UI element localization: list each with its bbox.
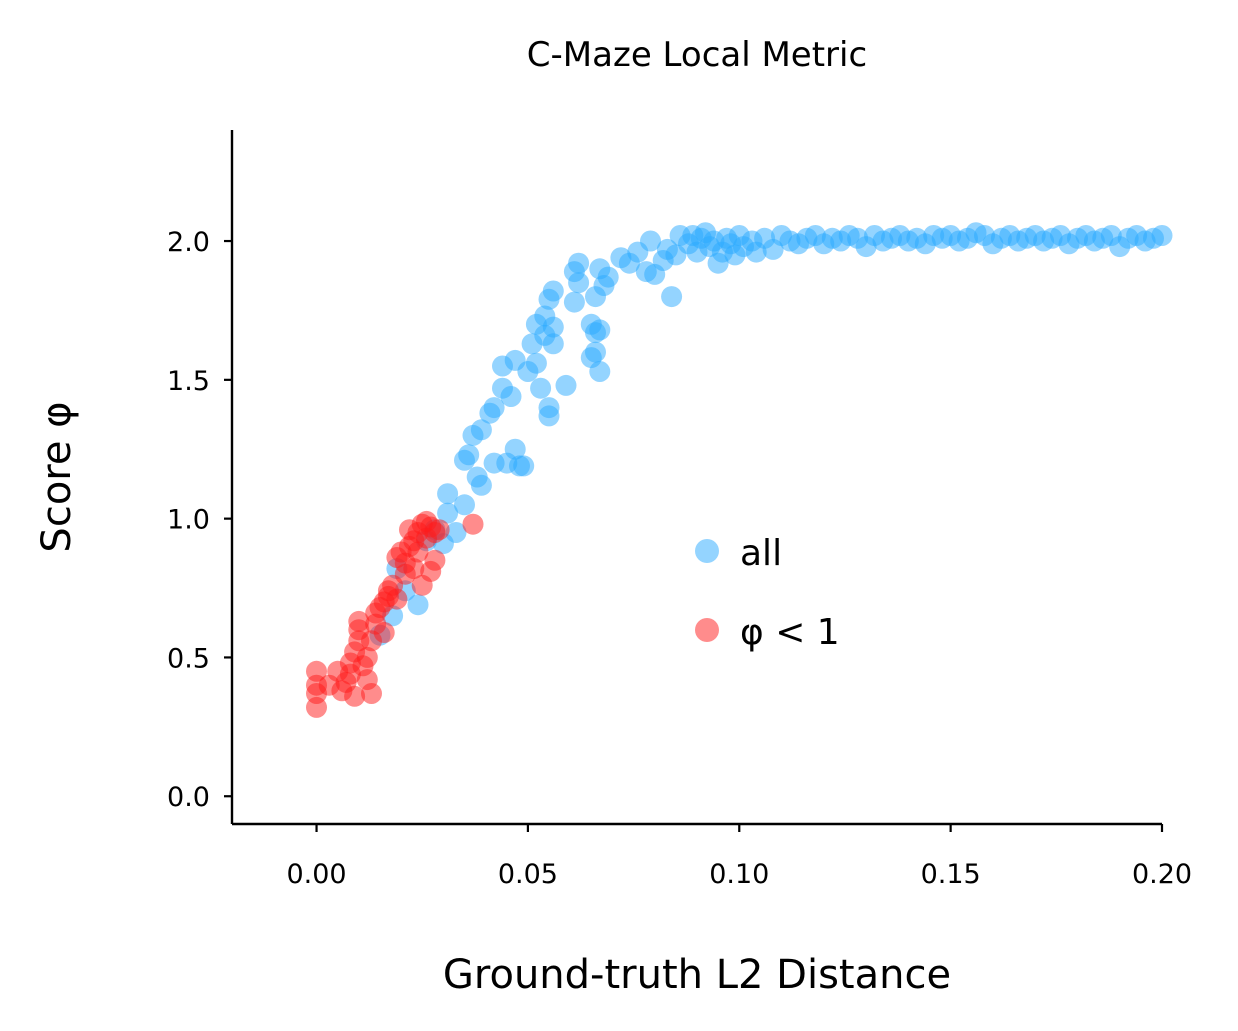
x-tick-label-1: 0.05 [498,859,558,890]
points-layer [306,222,1173,718]
data-point-series-0-52 [589,319,611,341]
data-point-series-0-24 [500,386,522,407]
data-point-series-0-8 [437,502,459,524]
x-tick-label-2: 0.10 [709,859,769,890]
data-point-series-0-38 [538,397,560,419]
data-point-series-0-10 [445,522,467,543]
data-point-series-1-48 [462,513,484,535]
y-tick-label-2: 1.0 [167,505,210,536]
data-point-series-0-43 [563,291,585,313]
ticks-layer: 0.00 0.05 0.10 0.15 0.20 0.0 0.5 1.0 1.5 2.0 [167,227,1192,890]
data-point-series-0-53 [589,361,611,382]
data-point-series-0-61 [640,230,661,252]
y-axis-label: Score φ [34,401,80,552]
x-tick-label-0: 0.00 [286,859,346,890]
data-point-series-0-56 [597,266,619,288]
data-point-series-0-39 [542,280,564,302]
data-point-series-1-3 [306,660,327,682]
data-point-series-1-47 [428,519,450,541]
data-point-series-0-32 [525,352,547,374]
data-point-series-0-41 [542,333,564,355]
data-point-series-1-45 [424,549,446,571]
x-axis-label: Ground-truth L2 Distance [443,952,951,998]
data-point-series-1-18 [361,683,382,704]
legend-marker-all [695,539,719,563]
data-point-series-0-131 [1151,225,1173,246]
data-point-series-0-65 [661,286,683,308]
x-tick-label-4: 0.20 [1132,859,1192,890]
data-point-series-1-14 [348,610,370,632]
data-point-series-0-40 [542,316,564,338]
y-tick-label-1: 0.5 [167,643,210,674]
data-point-series-1-24 [373,622,395,643]
data-point-series-0-28 [513,455,535,477]
data-point-series-1-10 [344,685,366,707]
data-point-series-1-35 [403,558,425,580]
data-point-series-0-19 [483,397,505,419]
data-point-series-0-33 [530,377,552,399]
data-point-series-0-16 [470,474,492,496]
data-point-series-0-25 [504,438,526,460]
legend-marker-phi-lt-1 [695,618,719,642]
x-tick-label-3: 0.15 [921,859,981,890]
y-tick-label-0: 0.0 [167,782,210,813]
data-point-series-0-17 [470,419,492,441]
data-point-series-0-42 [555,374,577,396]
data-point-series-1-17 [356,646,378,668]
data-point-series-0-4 [407,594,429,616]
data-point-series-0-13 [458,444,480,466]
data-point-series-1-28 [386,588,408,610]
data-point-series-0-9 [437,483,459,505]
y-tick-label-4: 2.0 [167,227,210,258]
chart-title: C-Maze Local Metric [527,35,867,75]
data-point-series-0-49 [585,341,606,363]
data-point-series-0-45 [568,252,590,274]
legend-label-phi-lt-1: φ < 1 [740,612,840,653]
data-point-series-0-46 [568,272,590,294]
data-point-series-0-11 [454,494,475,516]
legend: all φ < 1 [695,533,840,653]
y-tick-label-3: 1.5 [167,366,210,397]
legend-label-all: all [740,533,782,574]
